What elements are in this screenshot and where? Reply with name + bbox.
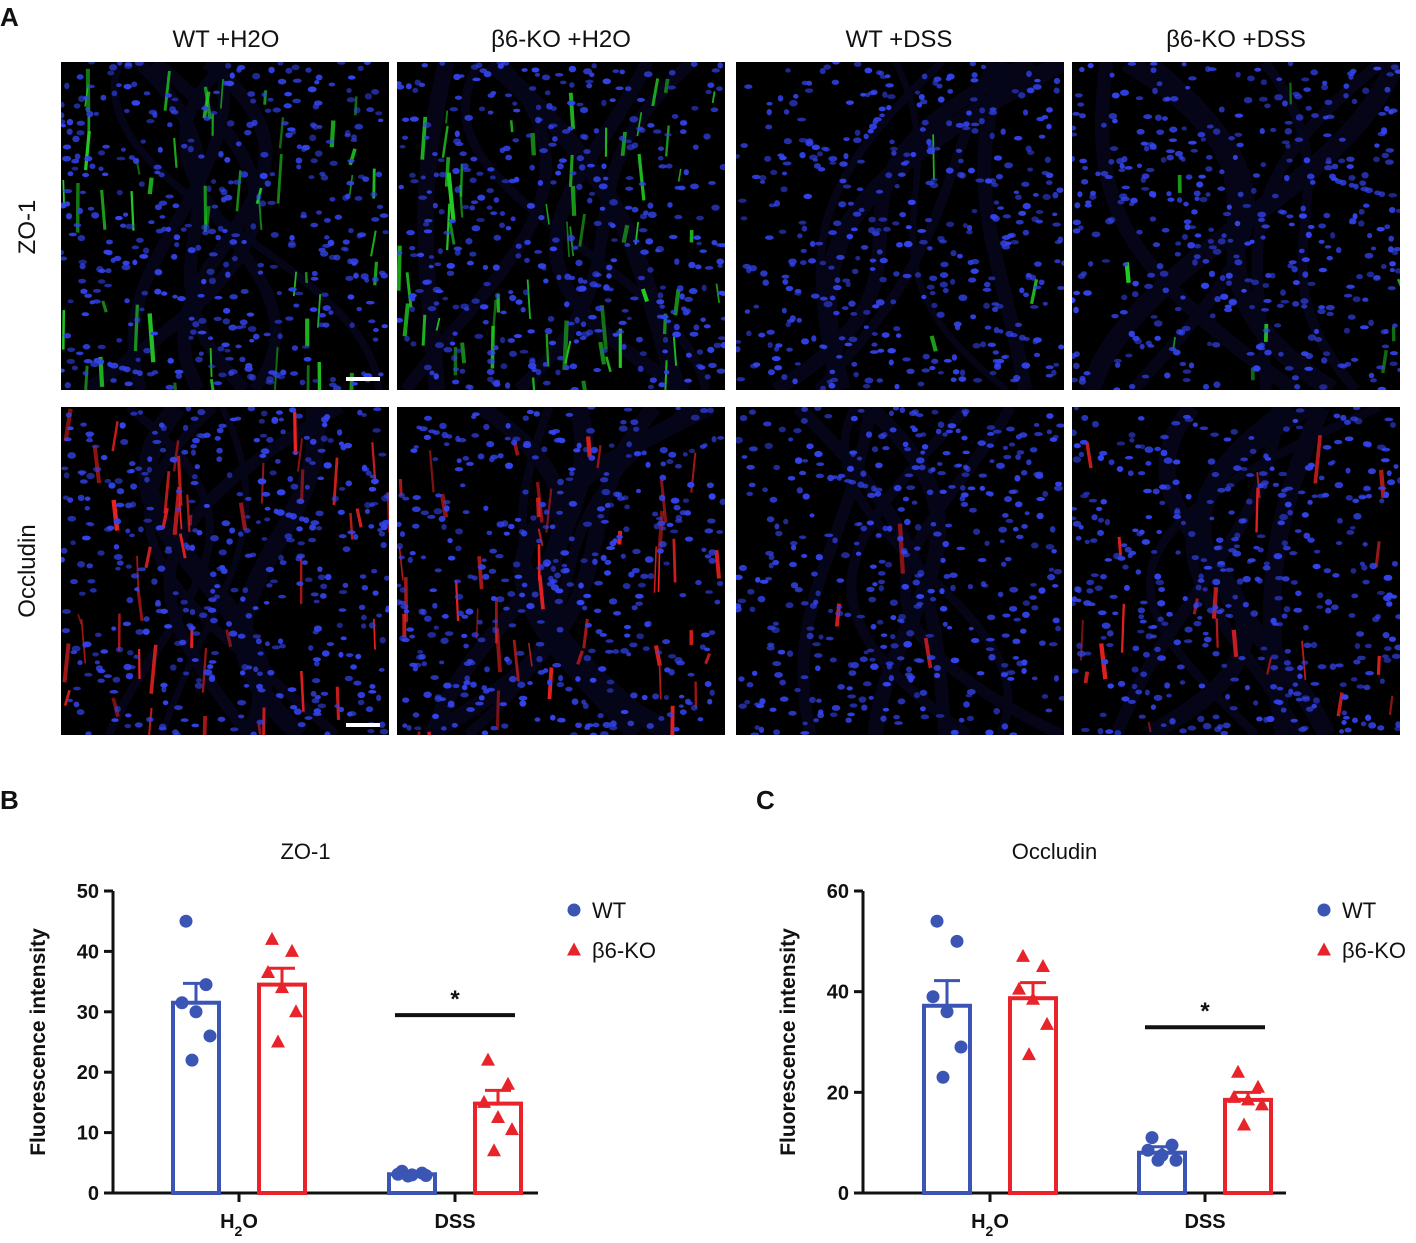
zo1-data-point <box>179 914 193 928</box>
zo1-bar-chart: ZO-1 Fluorescence intensity 0 10 20 30 40 50 H2O… <box>27 839 656 1239</box>
zo1-data-point <box>189 1005 203 1019</box>
micrograph-zo1-2 <box>397 62 725 390</box>
column-label-wt-h2o: WT +H2O <box>172 26 280 53</box>
occludin-data-point <box>940 1005 954 1019</box>
occludin-significance-label: * <box>1200 998 1210 1025</box>
occludin-data-point <box>930 914 944 928</box>
zo1-chart-title: ZO-1 <box>280 839 330 864</box>
occludin-data-point <box>1141 1143 1155 1157</box>
zo1-y-axis-label: Fluorescence intensity <box>27 928 50 1156</box>
occludin-x-tick-label-1: H2O <box>971 1211 1009 1239</box>
zo1-data-point <box>265 931 279 945</box>
occludin-y-tick-label: 40 <box>827 982 849 1004</box>
occludin-bar-chart: Occludin Fluorescence intensity 0 20 40 60 H2O… <box>777 839 1406 1239</box>
occludin-data-point <box>1255 1097 1269 1111</box>
zo1-data-point <box>285 943 299 957</box>
column-label-b6ko-dss: β6-KO +DSS <box>1166 26 1306 53</box>
zo1-legend-marker-1 <box>567 903 581 917</box>
zo1-x-tick-label-1: H2O <box>220 1211 258 1239</box>
zo1-y-tick-label: 10 <box>77 1123 99 1145</box>
row-label-occludin: Occludin <box>14 524 41 618</box>
occludin-data-point <box>1016 948 1030 962</box>
micrograph-zo1-3 <box>736 62 1064 390</box>
occludin-y-tick-label: 0 <box>838 1183 849 1205</box>
occludin-data-point <box>954 1040 968 1054</box>
occludin-y-axis-label: Fluorescence intensity <box>777 928 800 1156</box>
micrograph-occludin-1 <box>61 407 389 735</box>
zo1-data-point <box>477 1094 491 1108</box>
column-label-wt-dss: WT +DSS <box>845 26 953 53</box>
zo1-data-point <box>481 1052 495 1066</box>
zo1-data-point <box>271 1034 285 1048</box>
occludin-data-point <box>1237 1117 1251 1131</box>
occludin-data-point <box>1145 1131 1159 1145</box>
occludin-y-tick-label: 20 <box>827 1082 849 1104</box>
zo1-data-point <box>419 1168 433 1182</box>
row-label-zo1: ZO-1 <box>14 199 41 255</box>
zo1-data-point <box>203 1029 217 1043</box>
occludin-legend-label-1: WT <box>1342 898 1376 923</box>
occludin-data-point <box>1251 1079 1265 1093</box>
zo1-legend-label-2: β6-KO <box>592 938 656 963</box>
zo1-data-point <box>505 1122 519 1136</box>
occludin-data-point <box>1241 1092 1255 1106</box>
occludin-y-tick-label: 60 <box>827 881 849 903</box>
zo1-data-point <box>261 965 275 979</box>
zo1-y-tick-label: 30 <box>77 1002 99 1024</box>
scale-bar-top <box>346 377 380 381</box>
occludin-x-tick-label-2: DSS <box>1184 1211 1225 1233</box>
micrograph-occludin-2 <box>397 407 725 735</box>
micrograph-occludin-3 <box>736 407 1064 735</box>
zo1-data-point <box>289 1004 303 1018</box>
occludin-legend-marker-1 <box>1317 903 1331 917</box>
occludin-data-point <box>1036 959 1050 972</box>
occludin-data-point <box>1026 991 1040 1005</box>
occludin-data-point <box>1165 1138 1179 1152</box>
zo1-data-point <box>501 1076 515 1090</box>
occludin-data-point <box>1040 1016 1054 1030</box>
column-label-b6ko-h2o: β6-KO +H2O <box>491 26 631 53</box>
micrograph-zo1-1 <box>61 62 389 390</box>
occludin-data-point <box>1022 1047 1036 1061</box>
occludin-data-point <box>1231 1064 1245 1078</box>
zo1-y-tick-label: 20 <box>77 1062 99 1084</box>
zo1-data-point <box>491 1110 505 1123</box>
panel-letter-a: A <box>0 2 19 32</box>
panel-letter-c: C <box>756 785 775 815</box>
occludin-data-point <box>1151 1153 1165 1167</box>
occludin-data-point <box>926 990 940 1004</box>
zo1-data-point <box>185 1053 199 1067</box>
zo1-significance-label: * <box>450 986 460 1013</box>
occludin-chart-title: Occludin <box>1012 839 1098 864</box>
occludin-legend-marker-2 <box>1317 942 1331 956</box>
zo1-y-tick-label: 0 <box>88 1183 99 1205</box>
zo1-legend-marker-2 <box>567 942 581 956</box>
scale-bar-bottom <box>346 723 380 727</box>
occludin-data-point <box>1227 1089 1241 1103</box>
zo1-data-point <box>487 1143 501 1157</box>
occludin-bar-wt-1 <box>922 1003 972 1195</box>
zo1-data-point <box>275 980 289 994</box>
occludin-data-point <box>936 1070 950 1084</box>
zo1-data-point <box>401 1169 415 1183</box>
zo1-data-point <box>199 978 213 992</box>
occludin-bar-6ko-2 <box>1223 1097 1273 1195</box>
micrograph-zo1-4 <box>1072 62 1400 390</box>
zo1-y-tick-label: 40 <box>77 941 99 963</box>
occludin-data-point <box>1012 981 1026 995</box>
occludin-data-point <box>950 934 964 948</box>
panel-letter-b: B <box>0 785 19 815</box>
zo1-x-tick-label-2: DSS <box>434 1211 475 1233</box>
occludin-data-point <box>1169 1153 1183 1167</box>
zo1-data-point <box>175 996 189 1010</box>
micrograph-occludin-4 <box>1072 407 1400 735</box>
occludin-legend-label-2: β6-KO <box>1342 938 1406 963</box>
zo1-legend-label-1: WT <box>592 898 626 923</box>
zo1-y-tick-label: 50 <box>77 881 99 903</box>
zo1-data-point <box>391 1167 405 1181</box>
zo1-bar-6ko-2 <box>473 1101 523 1195</box>
